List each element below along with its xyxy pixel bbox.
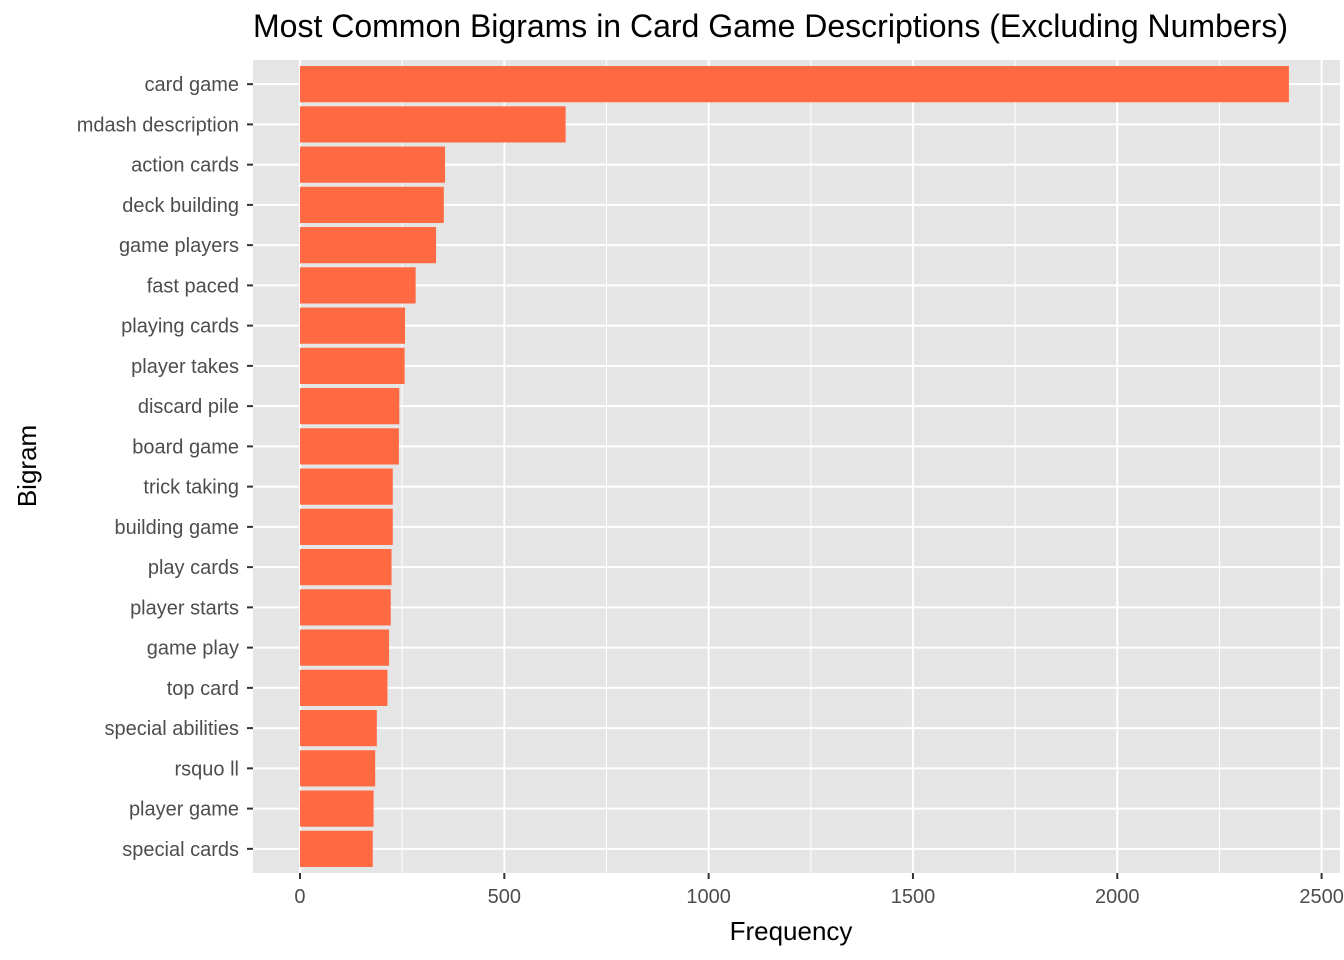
y-tick-label: building game [114, 517, 239, 539]
bar [299, 709, 377, 747]
x-axis: 0 500 1000 1500 2000 2500 [294, 873, 1344, 908]
bar [299, 307, 406, 344]
bar [299, 830, 373, 867]
bar [299, 267, 416, 304]
x-tick-label: 500 [488, 886, 521, 908]
x-tick-label: 1500 [891, 886, 936, 908]
bar [299, 66, 1289, 103]
y-tick-label: rsquo ll [175, 758, 239, 780]
y-tick-label: player starts [130, 597, 239, 619]
y-tick-label: trick taking [143, 477, 239, 499]
y-tick-label: player takes [131, 356, 239, 378]
bar [299, 347, 405, 384]
y-tick-label: special abilities [104, 718, 239, 740]
y-tick-label: game play [147, 638, 239, 660]
bar [299, 227, 437, 264]
y-axis-title: Bigram [12, 425, 42, 507]
bar [299, 388, 400, 425]
y-tick-label: player game [129, 799, 239, 821]
y-tick-label: fast paced [147, 275, 239, 297]
y-tick-label: discard pile [138, 396, 239, 418]
y-tick-label: special cards [122, 839, 239, 861]
bar [299, 428, 399, 465]
bar [299, 589, 391, 626]
y-tick-label: action cards [131, 155, 239, 177]
y-axis: card game mdash description action cards de… [77, 74, 253, 861]
bar [299, 186, 444, 224]
bar [299, 549, 392, 586]
bar [299, 146, 446, 183]
chart-title: Most Common Bigrams in Card Game Descrip… [253, 8, 1288, 44]
x-axis-title: Frequency [730, 916, 853, 946]
x-tick-label: 2500 [1299, 886, 1344, 908]
y-tick-label: deck building [122, 195, 239, 217]
bar [299, 468, 393, 505]
bar [299, 508, 393, 545]
bar [299, 790, 374, 827]
x-tick-label: 0 [294, 886, 305, 908]
y-tick-label: playing cards [121, 316, 239, 338]
y-tick-label: board game [132, 436, 239, 458]
y-tick-label: top card [167, 678, 239, 700]
x-tick-label: 2000 [1095, 886, 1140, 908]
y-tick-label: mdash description [77, 114, 239, 136]
bars [299, 66, 1289, 867]
bar [299, 669, 388, 706]
bar [299, 750, 376, 787]
x-tick-label: 1000 [686, 886, 731, 908]
y-tick-label: game players [119, 235, 239, 257]
y-tick-label: card game [145, 74, 240, 96]
y-tick-label: play cards [148, 557, 239, 579]
bar [299, 106, 566, 143]
bar [299, 629, 390, 666]
